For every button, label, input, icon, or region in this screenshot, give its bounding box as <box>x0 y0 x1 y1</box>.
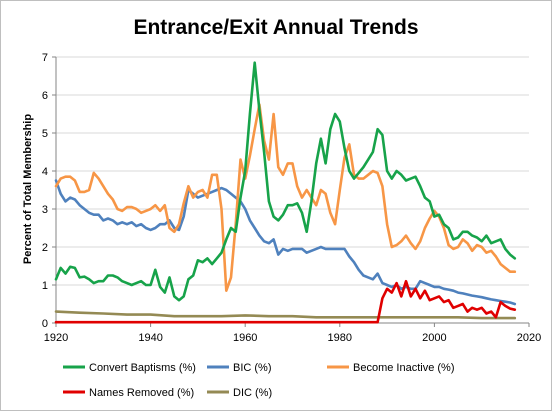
x-tick-label: 2000 <box>422 332 446 344</box>
gridlines <box>56 56 529 286</box>
legend-label-dic: DIC (%) <box>233 387 272 399</box>
y-tick-label: 3 <box>42 204 48 216</box>
x-tick-label: 1920 <box>44 332 68 344</box>
legend-label-bic: BIC (%) <box>233 362 272 374</box>
y-tick-label: 1 <box>42 280 48 292</box>
x-tick-label: 2020 <box>517 332 541 344</box>
legend-label-convert-baptisms: Convert Baptisms (%) <box>89 362 196 374</box>
y-axis-title: Percent of Total Membership <box>22 114 34 264</box>
series-line-become-inactive <box>54 103 517 292</box>
chart-title: Entrance/Exit Annual Trends <box>133 16 418 39</box>
y-tick-label: 6 <box>42 90 48 102</box>
series-line-names-removed <box>54 279 517 324</box>
y-tick-label: 2 <box>42 242 48 254</box>
x-axis-ticks: 1920 1940 1960 1980 2000 2020 <box>44 323 541 344</box>
y-axis-ticks: 0 1 2 3 4 5 6 7 <box>42 52 56 330</box>
series-line-dic <box>54 310 517 320</box>
x-tick-label: 1940 <box>138 332 162 344</box>
legend-label-become-inactive: Become Inactive (%) <box>353 362 454 374</box>
y-tick-label: 7 <box>42 52 48 64</box>
legend-label-names-removed: Names Removed (%) <box>89 387 194 399</box>
series-line-bic <box>54 179 517 306</box>
legend: Convert Baptisms (%) BIC (%) Become Inacti… <box>63 362 454 399</box>
x-tick-label: 1980 <box>328 332 352 344</box>
y-tick-label: 0 <box>42 318 48 330</box>
y-tick-label: 5 <box>42 128 48 140</box>
y-tick-label: 4 <box>42 166 48 178</box>
x-tick-label: 1960 <box>233 332 257 344</box>
series-line-convert-baptisms <box>54 61 517 302</box>
series-layer <box>54 61 517 324</box>
